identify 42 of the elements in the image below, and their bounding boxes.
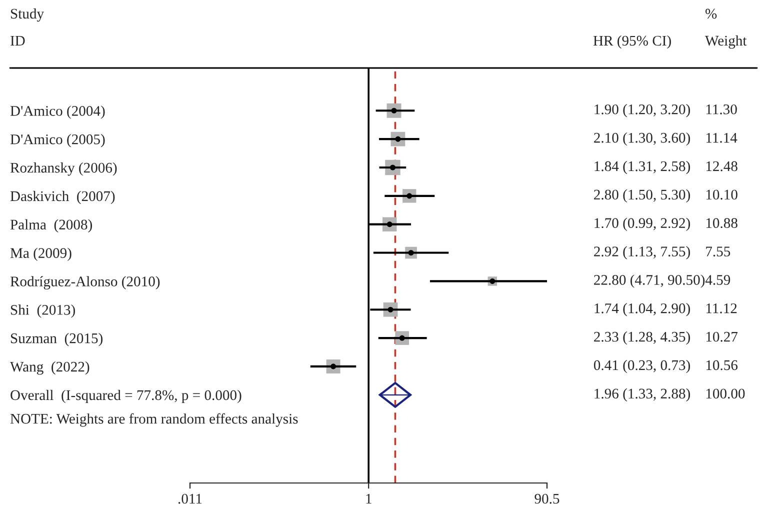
x-tick-label: 1	[366, 494, 372, 504]
text: 10.56	[706, 360, 738, 370]
y-tick-label: D'Amico (2005)	[10, 134, 105, 148]
y-tick-label: Ma (2009)	[10, 248, 72, 261]
text: HR (95% CI)	[593, 35, 671, 49]
text: 7.55	[706, 246, 730, 256]
y-tick-label: Overall (I-squared = 77.8%, p = 0.000)	[10, 390, 242, 404]
x-tick-label: 90.5	[534, 494, 560, 504]
text: 2.80 (1.50, 5.30)	[594, 189, 690, 203]
text: 4.59	[705, 275, 730, 285]
text: Study	[10, 8, 44, 22]
text: 11.12	[706, 303, 737, 314]
text: 10.27	[706, 332, 738, 342]
y-tick-label: Palma (2008)	[10, 219, 92, 232]
text: 0.41 (0.23, 0.73)	[594, 360, 690, 374]
y-tick-label: Shi (2013)	[10, 304, 75, 318]
text: 2.33 (1.28, 4.35)	[594, 331, 690, 345]
y-tick-label: Rozhansky (2006)	[10, 162, 117, 176]
text: NOTE: Weights are from random effects analysis	[10, 413, 298, 427]
text: 11.14	[706, 132, 738, 143]
y-tick-label: D'Amico (2004)	[10, 106, 105, 119]
text: 100.00	[706, 388, 745, 399]
y-tick-label: Daskivich (2007)	[10, 190, 115, 204]
text: 1.90 (1.20, 3.20)	[594, 104, 690, 118]
x-tick-label: .011	[178, 494, 202, 504]
text: 10.88	[706, 218, 738, 228]
text: %	[706, 8, 717, 19]
text: 10.10	[706, 190, 738, 200]
text: Weight	[705, 35, 747, 49]
text: 2.10 (1.30, 3.60)	[594, 132, 690, 146]
text: 1.84 (1.31, 2.58)	[594, 160, 690, 174]
y-tick-label: Suzman (2015)	[10, 332, 103, 346]
y-tick-label: Rodríguez-Alonso (2010)	[10, 276, 160, 290]
text: 1.96 (1.33, 2.88)	[594, 388, 690, 402]
text: ID	[10, 36, 25, 46]
y-tick-label: Wang (2022)	[10, 361, 90, 375]
text: 2.92 (1.13, 7.55)	[594, 246, 690, 260]
text: 1.74 (1.04, 2.90)	[594, 302, 690, 316]
text: 11.30	[706, 104, 737, 114]
text: 12.48	[706, 161, 738, 172]
text: 1.70 (0.99, 2.92)	[594, 218, 690, 231]
text: 22.80 (4.71, 90.50)	[594, 274, 705, 288]
